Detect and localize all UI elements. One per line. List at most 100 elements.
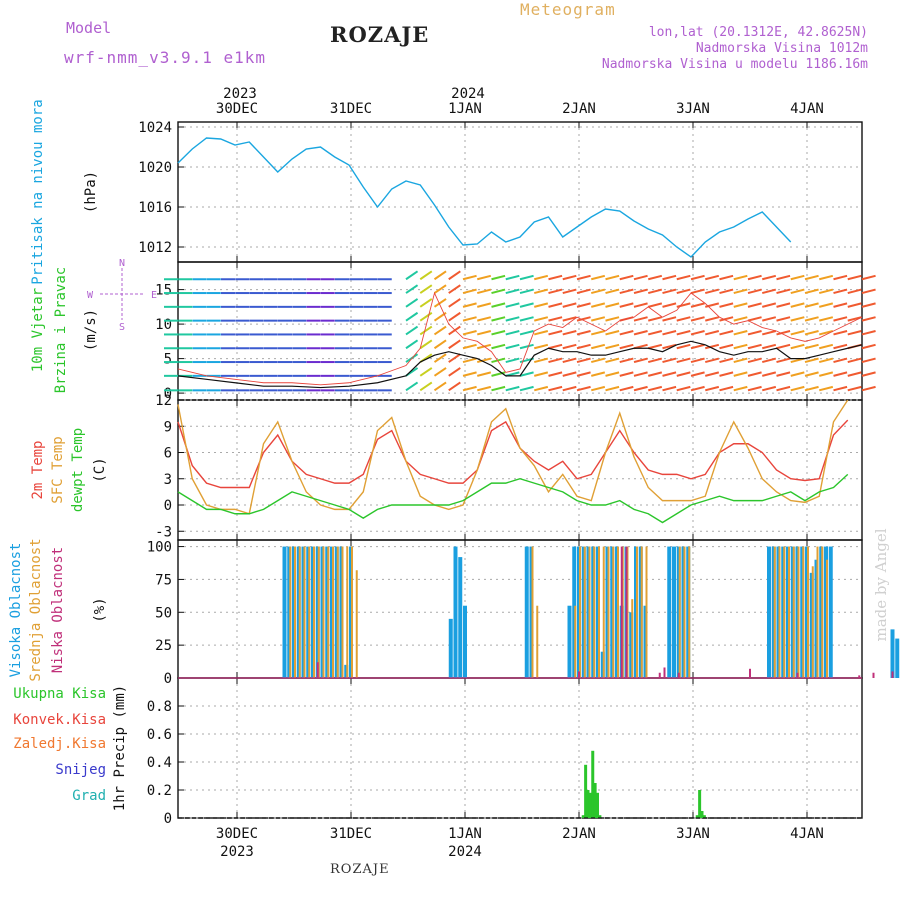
wind-arrow [576,316,591,322]
cloud-bar-1 [797,546,800,678]
wind-arrow [491,343,506,350]
precip-unit-label: 1hr Precip (mm) [112,685,128,811]
wind-arrow [648,330,663,336]
model-value: wrf-nmm_v3.9.1 e1km [64,48,267,67]
wind-arrow [591,316,606,322]
y-tick-label-wind: 10 [155,317,172,333]
x-tick-year-top: 2024 [451,86,485,102]
wind-arrow [505,343,520,350]
wind-arrow [519,288,534,295]
wind-arrow [505,288,520,295]
wind-arrow [804,302,819,308]
cloud-bar-2 [796,672,799,678]
wind-arrow [534,330,549,336]
wind-arrow [762,330,777,336]
wind-arrow [747,302,762,308]
wind-arrow [719,274,734,281]
wind-arrow [662,288,677,295]
cloud-bar-1 [598,546,600,678]
wind-arrow [776,371,791,377]
wind-arrow [433,270,447,281]
cloud-bar-0 [448,618,453,678]
precip-bar [698,790,702,818]
wind-arrow [491,288,506,295]
wind-arrow [833,371,848,377]
wind-arrow [733,330,748,336]
wind-arrow [833,330,848,336]
wind-side-label-2: Brzina i Pravac [53,267,69,393]
wind-arrow [462,357,477,364]
wind-arrow [804,343,819,350]
wind-arrow [419,284,433,294]
cloud-bar-1 [536,605,539,678]
wind-arrow [633,371,648,377]
credit-text: made by Angel [872,528,890,641]
wind-arrow [833,288,848,295]
wind-arrow [562,385,577,392]
wind-arrow [562,357,577,364]
wind-arrow [433,325,447,336]
wind-arrow [662,343,677,350]
wind-arrow [562,371,577,377]
wind-arrow [505,302,520,308]
wind-arrow [605,288,620,295]
temp-side-label-2: dewpt Temp [70,428,86,512]
wind-arrow [419,339,433,350]
wind-arrow [591,343,606,350]
precip-bar [700,811,704,818]
wind-side-label: 10m Vjetar [30,288,46,372]
wind-arrow [505,274,520,281]
wind-arrow [648,357,663,364]
wind-arrow [433,298,447,308]
wind-arrow [433,339,447,350]
cloud-bar-2 [858,675,861,678]
wind-arrow [462,343,477,350]
wind-arrow [462,316,477,322]
y-tick-label-pressure: 1016 [138,200,172,216]
wind-arrow [861,385,876,392]
wind-arrow [747,371,762,377]
compass-w: W [87,290,94,301]
model-elevation-text: Nadmorska Visina u modelu 1186.16m [601,57,868,72]
wind-arrow [676,343,691,350]
x-tick-label-top: 3JAN [676,101,710,117]
cloud-bar-1 [327,546,330,678]
wind-arrow [705,316,720,322]
wind-arrow [648,385,663,392]
wind-arrow [847,385,862,392]
cloud-bar-2 [625,546,628,678]
wind-arrow [448,298,461,308]
wind-arrow [790,330,805,336]
wind-arrow [705,371,720,377]
cloud-bar-2 [658,672,661,678]
wind-arrow [719,357,734,364]
wind-arrow [619,385,634,392]
wind-arrow [648,302,663,308]
wind-arrow [833,302,848,308]
wind-arrow [762,385,777,392]
wind-arrow [448,367,461,377]
precip-legend-3: Snijeg [55,762,106,778]
wind-arrow [705,357,720,364]
wind-arrow [419,325,433,336]
cloud-bar-0 [567,605,572,678]
wind-arrow [477,274,492,281]
wind-arrow [690,274,705,281]
cloud-bar-1 [294,546,296,678]
wind-arrow [790,371,805,377]
wind-arrow [491,385,506,392]
compass-e: E [151,290,157,301]
wind-arrow [477,302,492,308]
y-tick-label-temperature: 9 [164,419,172,435]
wind-arrow [548,288,563,295]
wind-arrow [676,316,691,322]
y-tick-label-pressure: 1020 [138,160,172,176]
cloud-bar-0 [828,546,833,678]
cloud-bar-1 [678,546,681,678]
wind-arrow [591,371,606,377]
wind-arrow [462,274,477,281]
wind-arrow [633,357,648,364]
wind-arrow [633,288,648,295]
wind-arrow [847,357,862,364]
x-tick-label-bottom: 3JAN [676,826,710,842]
